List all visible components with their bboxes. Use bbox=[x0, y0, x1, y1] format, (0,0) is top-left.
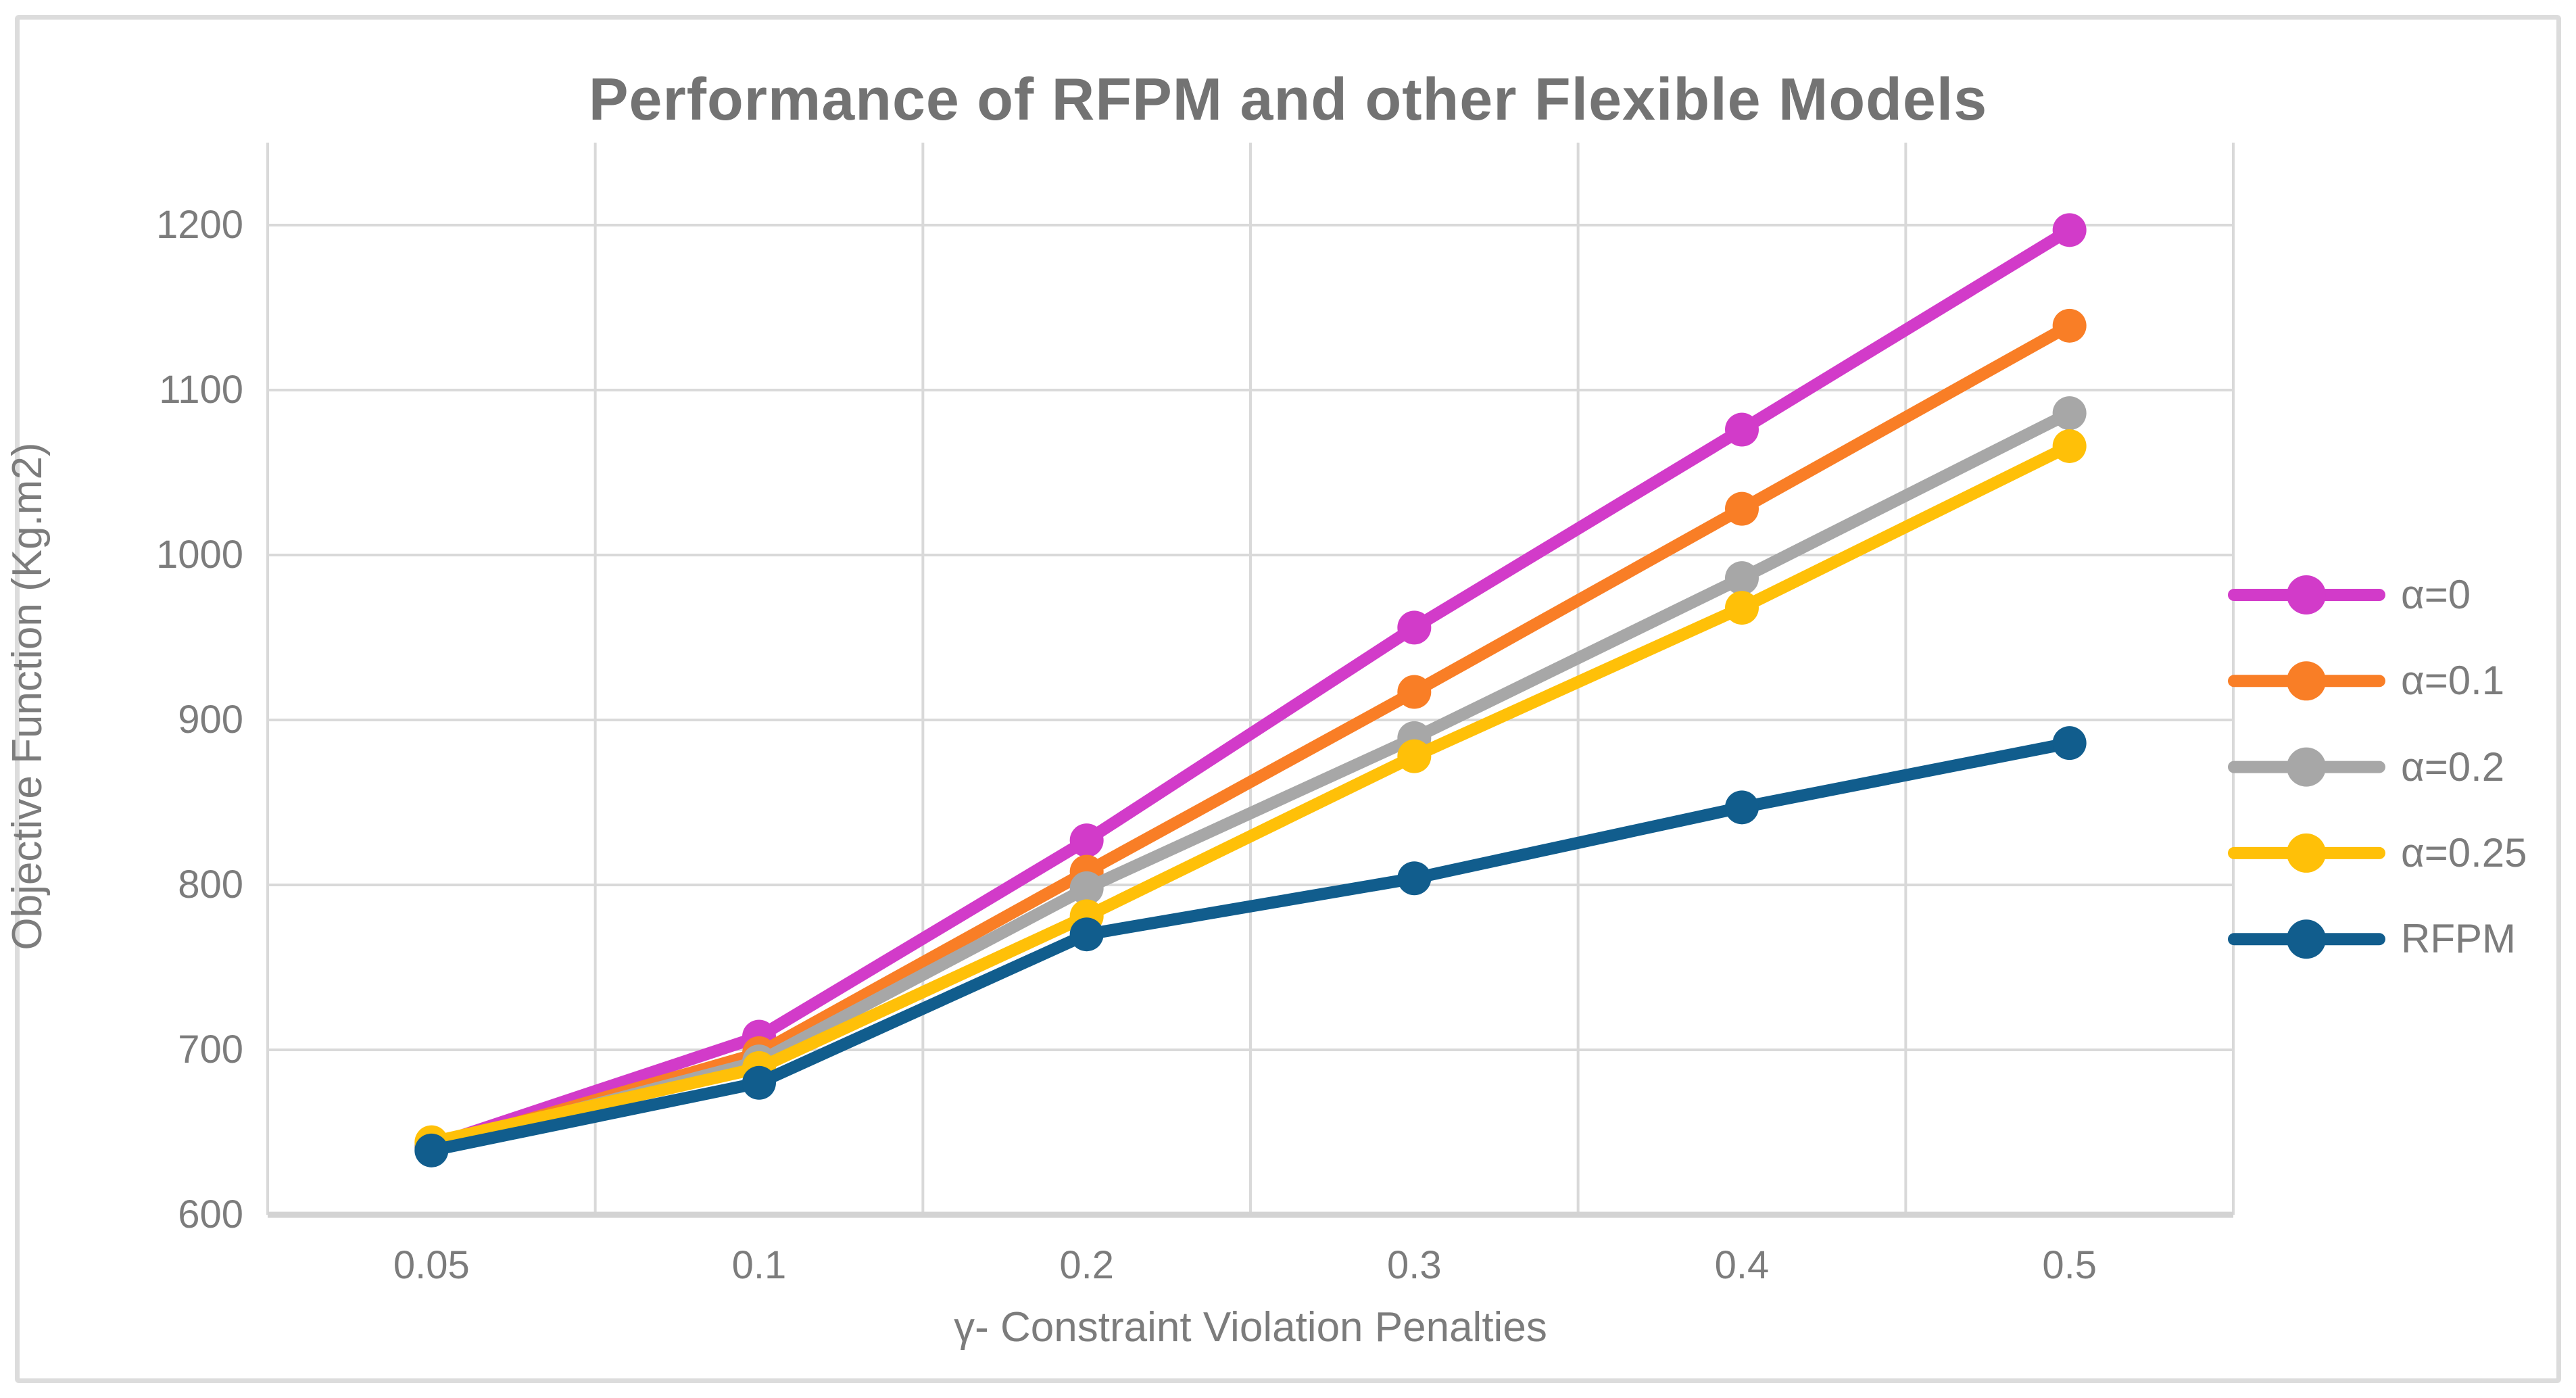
data-point-α=0 bbox=[1397, 610, 1432, 645]
data-point-α=0.25 bbox=[1397, 739, 1432, 773]
x-tick-label: 0.05 bbox=[393, 1243, 470, 1287]
chart-title: Performance of RFPM and other Flexible M… bbox=[588, 66, 1988, 132]
legend-label-RFPM: RFPM bbox=[2401, 916, 2516, 962]
y-tick-label: 600 bbox=[178, 1192, 243, 1236]
data-point-α=0.2 bbox=[1069, 871, 1104, 905]
legend-marker-α=0.25 bbox=[2287, 833, 2326, 873]
x-tick-label: 0.3 bbox=[1387, 1243, 1442, 1287]
data-point-RFPM bbox=[2052, 726, 2087, 761]
legend-marker-α=0.1 bbox=[2287, 661, 2326, 701]
data-point-α=0.25 bbox=[1725, 591, 1759, 625]
y-tick-label: 1000 bbox=[155, 533, 243, 577]
data-point-RFPM bbox=[742, 1065, 776, 1100]
legend-label-α=0: α=0 bbox=[2401, 572, 2471, 617]
legend-marker-α=0.2 bbox=[2287, 747, 2326, 787]
y-tick-label: 1200 bbox=[155, 203, 243, 247]
data-point-α=0 bbox=[1725, 412, 1759, 447]
y-tick-label: 1100 bbox=[159, 368, 243, 412]
data-point-RFPM bbox=[1397, 861, 1432, 896]
data-point-α=0.1 bbox=[2052, 308, 2087, 343]
legend-label-α=0.1: α=0.1 bbox=[2401, 658, 2505, 704]
x-tick-label: 0.5 bbox=[2042, 1243, 2097, 1287]
data-point-α=0.2 bbox=[2052, 396, 2087, 431]
data-point-α=0.1 bbox=[1725, 491, 1759, 526]
data-point-α=0.2 bbox=[1725, 561, 1759, 596]
series-line-RFPM bbox=[425, 737, 2076, 1157]
data-point-α=0.25 bbox=[2052, 429, 2087, 463]
y-tick-label: 900 bbox=[178, 698, 243, 742]
x-tick-label: 0.1 bbox=[731, 1243, 787, 1287]
legend-label-α=0.25: α=0.25 bbox=[2401, 829, 2527, 875]
series-line-α=0 bbox=[425, 224, 2076, 1152]
data-point-α=0 bbox=[1069, 823, 1104, 858]
x-axis-title: γ- Constraint Violation Penalties bbox=[954, 1304, 1547, 1351]
y-tick-label: 800 bbox=[178, 863, 243, 907]
x-tick-label: 0.2 bbox=[1059, 1243, 1114, 1287]
data-point-RFPM bbox=[1725, 790, 1759, 825]
legend-marker-α=0 bbox=[2287, 575, 2326, 614]
data-point-α=0.1 bbox=[1397, 675, 1432, 709]
data-point-RFPM bbox=[414, 1133, 449, 1167]
data-point-α=0 bbox=[2052, 213, 2087, 247]
series-line-α=0.1 bbox=[425, 319, 2076, 1153]
data-point-RFPM bbox=[1069, 917, 1104, 952]
series-line-α=0.25 bbox=[425, 439, 2076, 1149]
y-tick-label: 700 bbox=[178, 1028, 243, 1071]
x-tick-label: 0.4 bbox=[1714, 1243, 1770, 1287]
legend-marker-RFPM bbox=[2287, 919, 2326, 959]
legend-label-α=0.2: α=0.2 bbox=[2401, 744, 2505, 790]
